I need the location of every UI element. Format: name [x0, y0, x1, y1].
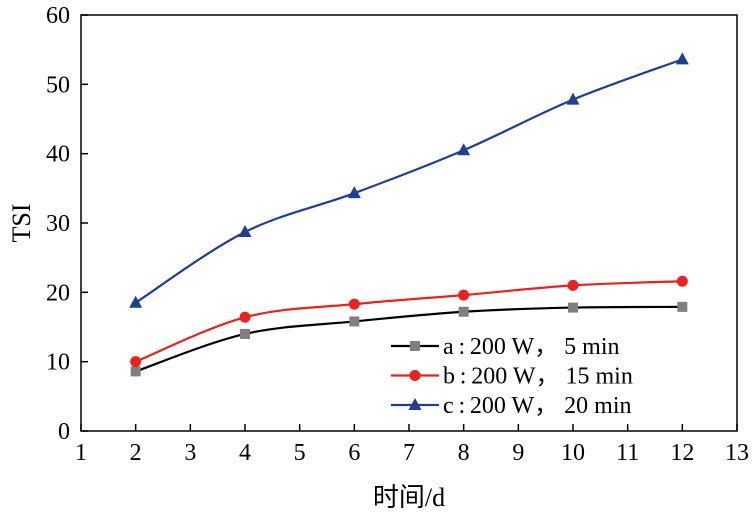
x-tick-label: 9 [512, 440, 524, 466]
x-tick-label: 11 [616, 440, 639, 466]
data-point [458, 289, 470, 301]
data-point [348, 298, 360, 310]
y-axis-title: TSI [7, 204, 36, 243]
legend-label: c : 200 W， 20 min [443, 393, 631, 419]
x-tick-label: 2 [130, 440, 142, 466]
data-point [239, 311, 251, 323]
data-point [238, 225, 252, 238]
y-tick-label: 0 [58, 419, 70, 445]
y-tick-label: 60 [46, 3, 70, 29]
legend-item: a : 200 W， 5 min [391, 334, 619, 360]
y-tick-label: 10 [46, 350, 70, 376]
y-tick-label: 50 [46, 72, 70, 98]
data-point [676, 275, 688, 287]
legend-label: b : 200 W， 15 min [443, 364, 633, 390]
legend-marker [410, 341, 420, 351]
x-tick-label: 6 [348, 440, 360, 466]
x-tick-label: 12 [670, 440, 694, 466]
series-a [130, 301, 688, 377]
series-line [135, 305, 683, 373]
x-tick-label: 4 [239, 440, 251, 466]
data-point [130, 366, 141, 377]
legend: a : 200 W， 5 min b : 200 W， 15 min c : 200… [391, 334, 633, 419]
legend-marker [408, 398, 422, 410]
data-point [457, 143, 471, 156]
legend-label: a : 200 W， 5 min [443, 334, 619, 360]
data-point [566, 92, 580, 105]
data-point [567, 279, 579, 291]
x-tick-label: 1 [75, 440, 87, 466]
legend-marker [409, 370, 421, 381]
x-tick-label: 3 [184, 440, 196, 466]
x-tick-label: 5 [294, 440, 306, 466]
data-point [568, 302, 578, 313]
data-point [347, 186, 361, 199]
series-line [135, 280, 683, 363]
data-point [240, 328, 250, 339]
plot-frame [80, 14, 738, 432]
series-c [129, 52, 689, 308]
legend-item: b : 200 W， 15 min [391, 364, 633, 390]
legend-item: c : 200 W， 20 min [391, 393, 631, 419]
series-layer [129, 52, 689, 377]
data-point [458, 306, 469, 317]
x-tick-label: 10 [561, 440, 585, 466]
data-point [130, 356, 142, 368]
data-point [349, 316, 360, 327]
data-point [677, 301, 688, 312]
series-line [135, 58, 683, 304]
y-tick-label: 20 [46, 280, 70, 306]
data-point [675, 52, 689, 65]
series-b [130, 275, 688, 368]
y-tick-label: 30 [46, 211, 70, 237]
y-tick-label: 40 [46, 142, 70, 168]
x-tick-label: 8 [458, 440, 470, 466]
x-axis-title: 时间/d [373, 483, 445, 512]
x-tick-label: 7 [403, 440, 415, 466]
x-tick-label: 13 [725, 440, 749, 466]
data-point [129, 295, 143, 308]
